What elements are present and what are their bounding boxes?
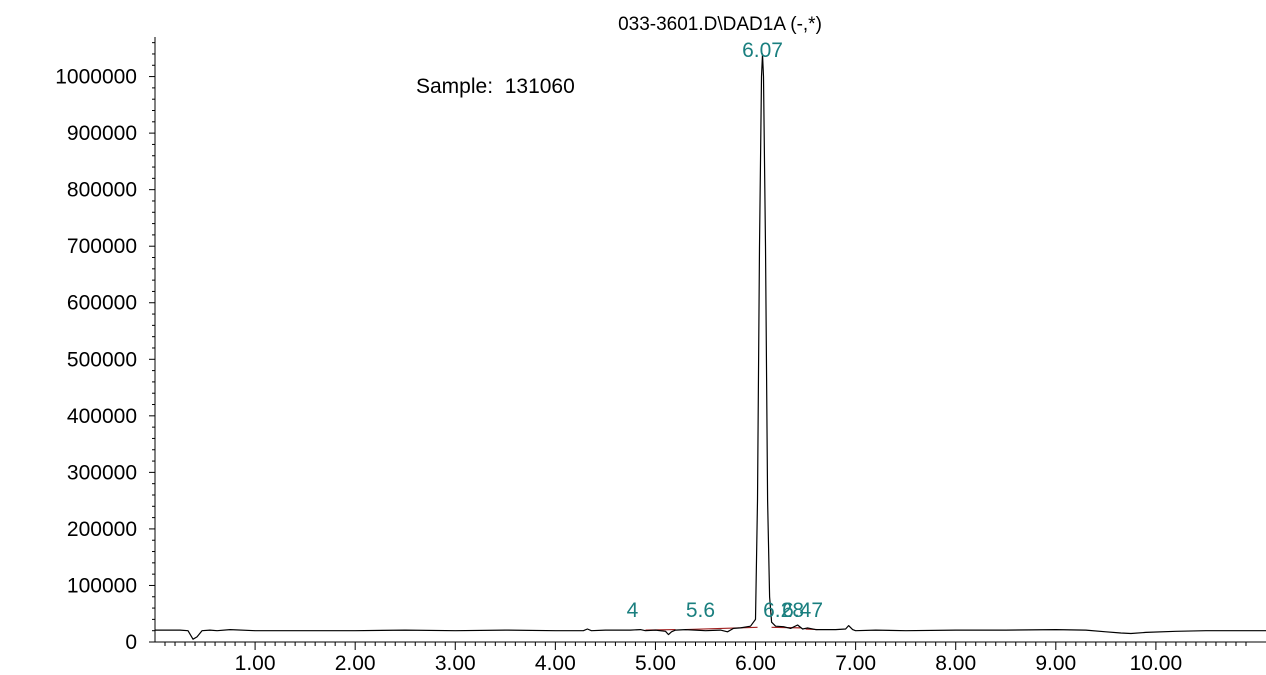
y-tick-label: 700000	[67, 235, 137, 258]
x-tick-label: 8.00	[935, 652, 976, 675]
axes: 0 100000 200000 300000 400000 500000 600000 700…	[55, 37, 1266, 675]
y-tick-label: 300000	[67, 461, 137, 484]
peak-label: 4	[627, 599, 639, 622]
x-tick-label: 1.00	[235, 652, 276, 675]
y-tick-label: 900000	[67, 122, 137, 145]
y-tick-label: 800000	[67, 179, 137, 202]
x-tick-label: 3.00	[435, 652, 476, 675]
chart-title: 033-3601.D\DAD1A (-,*)	[618, 14, 822, 35]
y-tick-label: 0	[125, 631, 137, 654]
x-tick-label: 6.00	[735, 652, 776, 675]
y-tick-label: 600000	[67, 292, 137, 315]
x-tick-label: 10.00	[1130, 652, 1183, 675]
x-tick-label: 7.00	[835, 652, 876, 675]
peak-label: 5.6	[686, 599, 715, 622]
baseline-segment	[685, 626, 758, 631]
peak-label: 6.47	[782, 599, 823, 622]
x-tick-label: 2.00	[335, 652, 376, 675]
sample-annotation: Sample: 131060	[416, 75, 575, 98]
y-tick-label: 400000	[67, 405, 137, 428]
peak-label: 6.07	[742, 39, 783, 62]
signal-trace	[155, 53, 1266, 640]
y-tick-label: 100000	[67, 574, 137, 597]
y-tick-label: 1000000	[55, 66, 137, 89]
peak-labels: 6.07 4 5.6 6.286.47	[627, 39, 823, 622]
y-tick-label: 500000	[67, 348, 137, 371]
x-tick-label: 9.00	[1035, 652, 1076, 675]
x-tick-label: 4.00	[535, 652, 576, 675]
signal-trace-group	[155, 53, 1266, 640]
peak-label: 6.28	[763, 599, 804, 622]
x-tick-label: 5.00	[635, 652, 676, 675]
y-tick-label: 200000	[67, 518, 137, 541]
